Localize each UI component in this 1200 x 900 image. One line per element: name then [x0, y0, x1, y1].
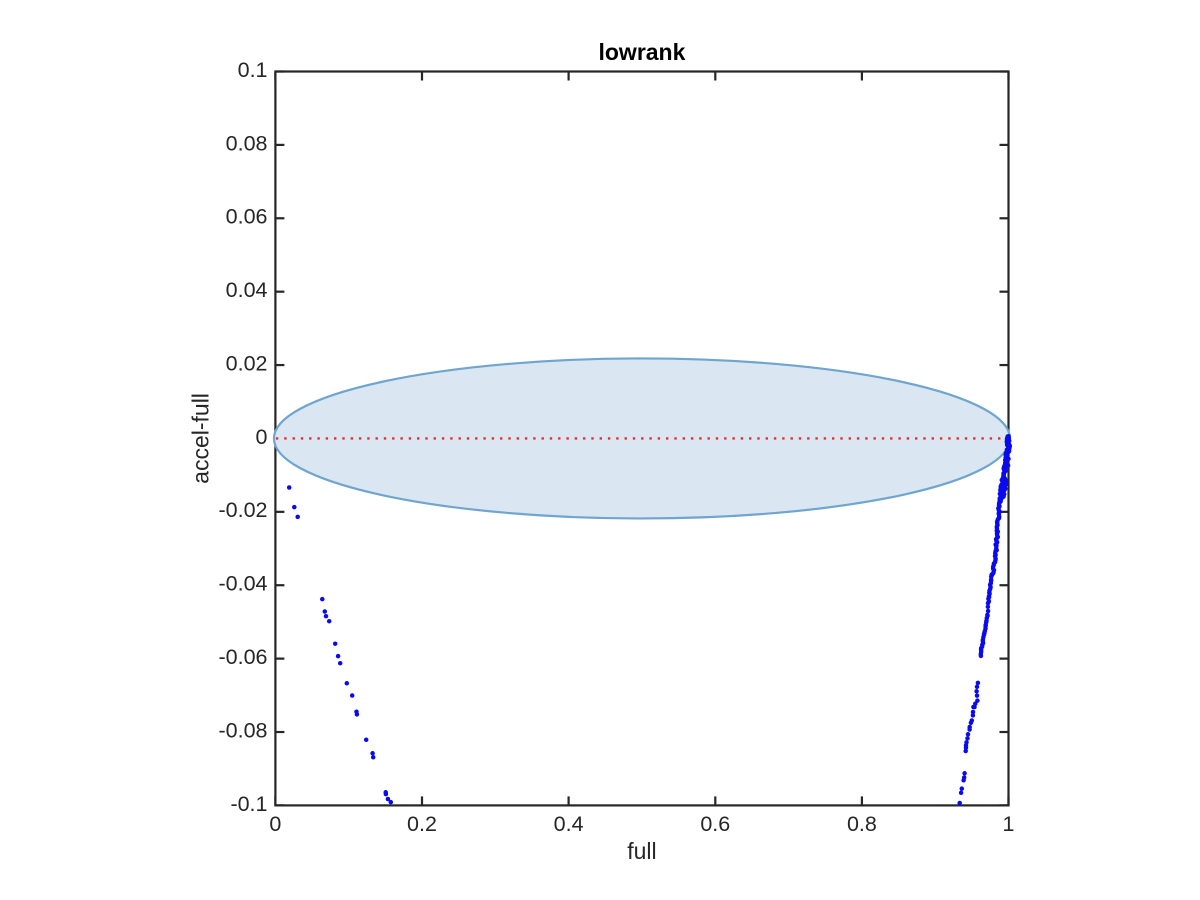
svg-text:0.4: 0.4 [554, 812, 584, 836]
svg-text:0: 0 [256, 425, 268, 449]
svg-text:1: 1 [1003, 812, 1015, 836]
svg-text:-0.02: -0.02 [218, 498, 267, 522]
svg-text:0.1: 0.1 [238, 58, 268, 82]
svg-text:0: 0 [269, 812, 281, 836]
svg-text:0.06: 0.06 [226, 205, 268, 229]
svg-text:0.04: 0.04 [226, 278, 268, 302]
svg-text:-0.1: -0.1 [230, 792, 267, 816]
svg-text:0.02: 0.02 [226, 352, 268, 376]
svg-text:-0.08: -0.08 [218, 718, 267, 742]
svg-text:0.8: 0.8 [847, 812, 877, 836]
svg-text:lowrank: lowrank [598, 39, 685, 65]
svg-text:-0.04: -0.04 [218, 572, 267, 596]
svg-text:accel-full: accel-full [188, 393, 214, 484]
svg-text:0.08: 0.08 [226, 131, 268, 155]
svg-text:0.2: 0.2 [407, 812, 437, 836]
svg-text:-0.06: -0.06 [218, 645, 267, 669]
svg-text:full: full [627, 838, 656, 864]
svg-text:0.6: 0.6 [700, 812, 730, 836]
